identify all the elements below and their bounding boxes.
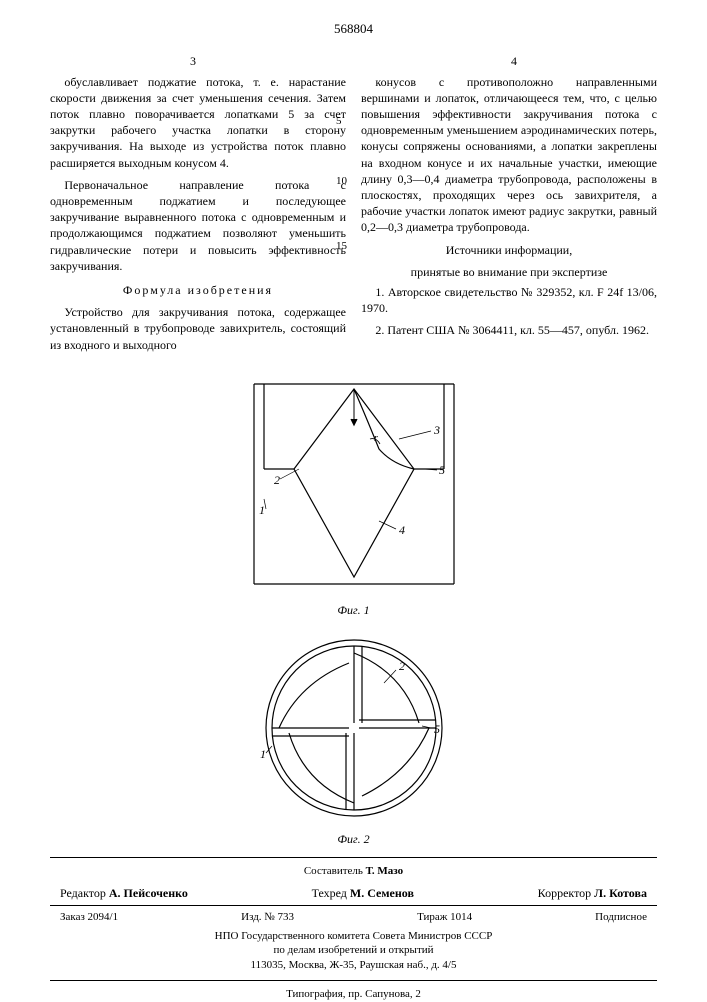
svg-text:2: 2 bbox=[399, 659, 405, 673]
left-column: обуславливает поджатие потока, т. е. нар… bbox=[50, 74, 346, 359]
sources-sub: принятые во внимание при экспертизе bbox=[361, 264, 657, 280]
ref1: 1. Авторское свидетельство № 329352, кл.… bbox=[361, 284, 657, 316]
svg-text:5: 5 bbox=[439, 463, 445, 477]
formula-title: Формула изобретения bbox=[50, 282, 346, 298]
svg-text:r: r bbox=[374, 433, 378, 444]
margin-num-10: 10 bbox=[336, 174, 347, 189]
divider-2 bbox=[50, 905, 657, 906]
corrector: Корректор Л. Котова bbox=[538, 885, 647, 901]
figure-1: 2 1 3 5 4 r bbox=[224, 369, 484, 599]
order-no: Заказ 2094/1 bbox=[60, 910, 118, 925]
compiler-row: Составитель Т. Мазо bbox=[50, 864, 657, 879]
publisher-line3: 113035, Москва, Ж-35, Раушская наб., д. … bbox=[50, 958, 657, 972]
figures-block: 2 1 3 5 4 r Фиг. 1 bbox=[50, 369, 657, 847]
left-p1: обуславливает поджатие потока, т. е. нар… bbox=[50, 74, 346, 171]
compiler-name: Т. Мазо bbox=[366, 865, 403, 877]
svg-text:5: 5 bbox=[434, 722, 440, 736]
compiler-label: Составитель bbox=[304, 865, 363, 877]
svg-text:3: 3 bbox=[433, 423, 440, 437]
publisher: НПО Государственного комитета Совета Мин… bbox=[50, 929, 657, 972]
page-right: 4 bbox=[511, 53, 517, 69]
right-column: 5 10 15 конусов с противоположно направл… bbox=[361, 74, 657, 359]
svg-text:2: 2 bbox=[274, 473, 280, 487]
publisher-line1: НПО Государственного комитета Совета Мин… bbox=[50, 929, 657, 943]
left-p2: Первоначальное направление потока с одно… bbox=[50, 177, 346, 274]
margin-num-15: 15 bbox=[336, 239, 347, 254]
left-p3: Устройство для закручивания потока, соде… bbox=[50, 304, 346, 353]
right-p1: конусов с противоположно направленными в… bbox=[361, 74, 657, 236]
sources-title: Источники информации, bbox=[361, 242, 657, 258]
fig2-caption: Фиг. 2 bbox=[50, 831, 657, 847]
margin-num-5: 5 bbox=[336, 114, 342, 129]
page-left: 3 bbox=[190, 53, 196, 69]
divider-1 bbox=[50, 857, 657, 858]
editor: Редактор А. Пейсоченко bbox=[60, 885, 188, 901]
podpisnoe: Подписное bbox=[595, 910, 647, 925]
text-columns: обуславливает поджатие потока, т. е. нар… bbox=[50, 74, 657, 359]
publisher-line2: по делам изобретений и открытий bbox=[50, 943, 657, 957]
svg-text:4: 4 bbox=[399, 523, 405, 537]
ref2: 2. Патент США № 3064411, кл. 55—457, опу… bbox=[361, 322, 657, 338]
fig1-caption: Фиг. 1 bbox=[50, 602, 657, 618]
order-row: Заказ 2094/1 Изд. № 733 Тираж 1014 Подпи… bbox=[50, 910, 657, 925]
svg-text:1: 1 bbox=[259, 503, 265, 517]
figure-2: 1 2 5 bbox=[254, 628, 454, 828]
izd-no: Изд. № 733 bbox=[241, 910, 294, 925]
credits-row: Редактор А. Пейсоченко Техред М. Семенов… bbox=[50, 885, 657, 901]
techred: Техред М. Семенов bbox=[312, 885, 414, 901]
tirazh: Тираж 1014 bbox=[417, 910, 472, 925]
document-number: 568804 bbox=[50, 20, 657, 38]
page-numbers: 3 4 bbox=[50, 53, 657, 69]
typography-line: Типография, пр. Сапунова, 2 bbox=[50, 980, 657, 1002]
svg-text:1: 1 bbox=[260, 747, 266, 761]
